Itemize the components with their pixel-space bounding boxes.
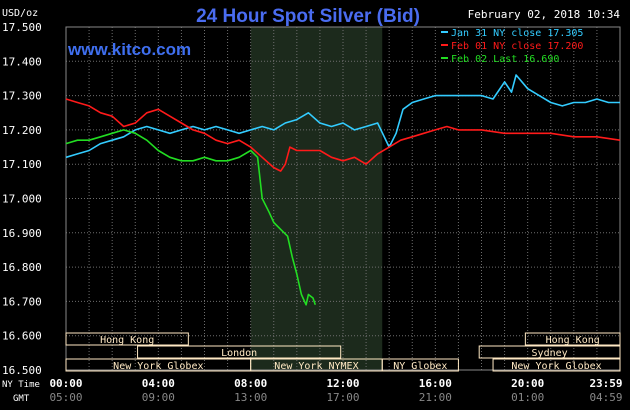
y-tick-label: 17.000 (2, 193, 42, 206)
y-tick-label: 16.800 (2, 261, 42, 274)
x-tick-gmt-time: 17:00 (326, 391, 359, 404)
y-tick-label: 17.100 (2, 158, 42, 171)
chart-legend: Jan 31 NY close 17.305 Feb 01 NY close 17… (441, 28, 583, 65)
date-time-label: February 02, 2018 10:34 (468, 8, 621, 21)
y-tick-label: 16.700 (2, 295, 42, 308)
session-box (478, 345, 621, 359)
series-line-feb02 (65, 129, 317, 306)
x-tick-gmt-time: 09:00 (142, 391, 175, 404)
chart-title: 24 Hour Spot Silver (Bid) (196, 6, 420, 27)
ny-time-label: NY Time (2, 380, 40, 390)
x-tick-gmt-time: 01:00 (511, 391, 544, 404)
gmt-label: GMT (13, 394, 30, 404)
x-tick-gmt-time: 21:00 (419, 391, 452, 404)
x-tick-ny-time: 00:00 (49, 377, 82, 390)
session-label: New York NYMEX (274, 361, 358, 372)
session-box (137, 345, 342, 359)
y-tick-label: 17.500 (2, 21, 42, 34)
y-axis-tick-labels: 17.500 17.400 17.300 17.200 17.100 17.000 16.9… (2, 21, 42, 377)
x-tick-ny-time: 04:00 (142, 377, 175, 390)
session-box (492, 358, 621, 372)
x-tick-gmt-time: 04:59 (589, 391, 622, 404)
y-tick-label: 16.500 (2, 364, 42, 377)
session-box (381, 358, 459, 372)
kitco-watermark: www.kitco.com (67, 40, 191, 59)
session-label: Hong Kong (100, 335, 154, 346)
y-tick-label: 17.400 (2, 55, 42, 68)
market-sessions: Hong Kong Hong Kong London Sydney New York G… (65, 332, 621, 372)
legend-entry: Jan 31 NY close 17.305 (451, 28, 583, 39)
x-tick-ny-time: 20:00 (511, 377, 544, 390)
session-label: Sydney (532, 348, 568, 359)
grid-lines (65, 26, 621, 371)
session-label: London (221, 348, 257, 359)
x-tick-gmt-time: 13:00 (234, 391, 267, 404)
session-label: Hong Kong (546, 335, 600, 346)
x-tick-ny-time: 23:59 (589, 377, 622, 390)
session-box (524, 332, 621, 346)
y-tick-label: 16.900 (2, 227, 42, 240)
series-line-jan31 (65, 74, 620, 159)
session-box (65, 332, 189, 346)
x-tick-ny-time: 08:00 (234, 377, 267, 390)
series-line-feb01 (65, 98, 621, 172)
session-label: New York Globex (511, 361, 601, 372)
y-unit-label: USD/oz (2, 8, 38, 19)
legend-entry: Feb 02 Last 16.690 (451, 54, 559, 65)
x-tick-ny-time: 12:00 (326, 377, 359, 390)
legend-entry: Feb 01 NY close 17.200 (451, 41, 583, 52)
session-label: NY Globex (393, 361, 447, 372)
x-tick-gmt-time: 05:00 (49, 391, 82, 404)
session-label: New York Globex (113, 361, 203, 372)
y-tick-label: 17.200 (2, 124, 42, 137)
series-lines (65, 74, 621, 306)
y-tick-label: 16.600 (2, 330, 42, 343)
y-tick-label: 17.300 (2, 90, 42, 103)
x-tick-ny-time: 16:00 (419, 377, 452, 390)
plot-border (65, 26, 621, 371)
